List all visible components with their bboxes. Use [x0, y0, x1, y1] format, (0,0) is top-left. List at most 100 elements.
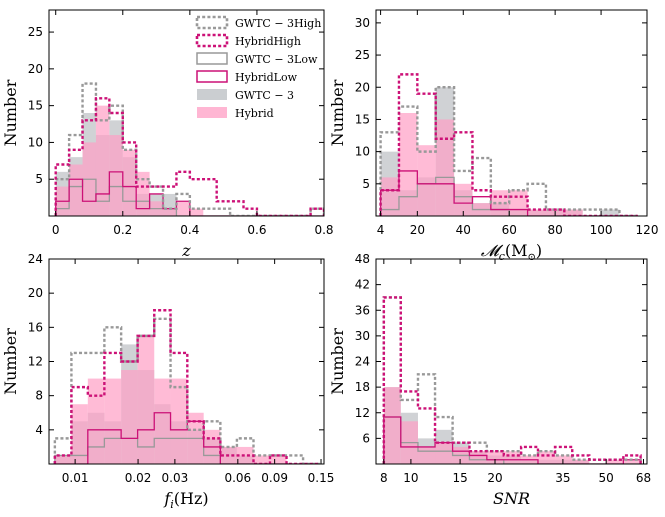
- x-tick-label: 100: [590, 223, 613, 237]
- y-tick-label: 12: [28, 355, 43, 369]
- x-tick-label: 0.4: [180, 223, 199, 237]
- y-axis-label: Number: [328, 79, 347, 146]
- legend-label-hybrid-high: HybridHigh: [235, 35, 301, 48]
- step-line-hybrid-high: [379, 73, 638, 216]
- panel-frequency: 0.01 0.02 0.03 0.06 0.09 0.15 4 8 12 16 20 24 Number…: [1, 252, 334, 511]
- bar-hybrid: [623, 459, 641, 464]
- legend-label-gwtc-high: GWTC − 3High: [235, 17, 321, 30]
- bar-hybrid: [555, 455, 573, 464]
- x-label-sub: c: [499, 250, 505, 263]
- y-tick-label: 10: [28, 135, 43, 149]
- bar-hybrid: [435, 119, 455, 216]
- x-label-main: SNR: [493, 489, 530, 508]
- x-tick-label: 0.8: [314, 223, 333, 237]
- y-tick-label: 24: [28, 252, 43, 266]
- legend: GWTC − 3High HybridHigh GWTC − 3Low Hybr…: [195, 15, 321, 120]
- legend-swatch-hybrid: [197, 107, 227, 118]
- y-tick-label: 15: [28, 99, 43, 113]
- series-hybrid-low: [55, 171, 324, 216]
- legend-entry-gwtc-low: GWTC − 3Low: [196, 52, 318, 66]
- x-label-main: 𝓜: [481, 241, 504, 260]
- step-line-gwtc-high: [54, 82, 324, 216]
- step-line-hybrid-low: [54, 412, 320, 464]
- y-tick-label: 18: [355, 380, 370, 394]
- x-axis-label: z: [181, 241, 191, 260]
- step-line-hybrid-high: [382, 296, 642, 464]
- legend-entry-gwtc-high: GWTC − 3High: [195, 15, 321, 30]
- y-tick-label: 20: [28, 62, 43, 76]
- series-hybrid-high: [382, 296, 642, 464]
- y-tick-label: 6: [362, 431, 370, 445]
- series-hybrid: [383, 387, 641, 464]
- y-tick-label: 4: [35, 423, 43, 437]
- x-axis-label: fi(Hz): [163, 489, 208, 511]
- x-tick-label: 0.02: [125, 471, 152, 485]
- x-tick-label: 120: [636, 223, 659, 237]
- y-tick-label: 16: [28, 320, 43, 334]
- y-axis-label: Number: [1, 328, 20, 395]
- plot-area: [379, 73, 638, 216]
- x-tick-label: 0.03: [162, 471, 189, 485]
- bar-hybrid: [383, 387, 401, 464]
- bar-hybrid: [189, 208, 204, 216]
- bar-hybrid: [564, 209, 583, 216]
- legend-entry-hybrid-low: HybridLow: [196, 70, 298, 84]
- x-tick-label: 8: [380, 471, 388, 485]
- bar-hybrid: [269, 455, 287, 464]
- x-tick-label: 50: [599, 471, 614, 485]
- x-axis-label: SNR: [493, 489, 530, 508]
- bar-hybrid: [137, 335, 155, 464]
- bar-gwtc: [601, 209, 620, 216]
- bar-hybrid: [435, 442, 453, 464]
- bar-hybrid: [509, 190, 528, 216]
- series-hybrid: [380, 113, 583, 216]
- x-axis-label: 𝓜c(M⊙): [481, 241, 542, 263]
- bar-hybrid: [95, 105, 110, 216]
- bar-hybrid: [486, 451, 504, 464]
- x-label-main: f: [163, 489, 173, 508]
- x-tick-label: 0.2: [113, 223, 132, 237]
- x-label-sun-symbol: ⊙: [528, 252, 536, 263]
- series-hybrid: [55, 105, 204, 216]
- panel-chirp-mass: 4 20 40 60 80 100 120 5 10 15 20 25 30 Number 𝓜c(M⊙): [328, 9, 659, 263]
- y-tick-label: 36: [355, 303, 370, 317]
- step-line-hybrid-low: [379, 170, 638, 216]
- y-tick-label: 8: [35, 389, 43, 403]
- legend-label-gwtc: GWTC − 3: [235, 89, 294, 102]
- bar-hybrid: [417, 145, 436, 216]
- step-line-hybrid-low: [55, 171, 324, 216]
- y-tick-label: 25: [355, 48, 370, 62]
- series-hybrid-low: [54, 412, 320, 464]
- bar-hybrid: [154, 378, 171, 464]
- x-tick-label: 0.6: [247, 223, 266, 237]
- x-label-main: z: [181, 241, 191, 260]
- step-line-gwtc-high: [382, 296, 642, 464]
- bar-hybrid: [69, 164, 83, 216]
- bar-hybrid: [176, 201, 190, 216]
- x-tick-label: 35: [555, 471, 570, 485]
- plot-area: [53, 309, 320, 464]
- bar-hybrid: [417, 446, 436, 464]
- x-label-close: ): [536, 241, 542, 260]
- y-tick-label: 24: [355, 355, 370, 369]
- x-tick-label: 80: [547, 223, 562, 237]
- panel-redshift: 0 0.2 0.4 0.6 0.8 5 10 15 20 25 Number z: [1, 9, 334, 260]
- x-tick-label: 20: [487, 471, 502, 485]
- x-tick-label: 0.15: [308, 471, 335, 485]
- bar-hybrid: [236, 446, 254, 464]
- legend-entry-hybrid-high: HybridHigh: [195, 33, 301, 48]
- y-tick-label: 25: [28, 25, 43, 39]
- x-tick-label: 4: [377, 223, 385, 237]
- step-line-gwtc-high: [379, 86, 638, 216]
- bar-hybrid: [122, 149, 137, 216]
- step-line-gwtc-high: [53, 317, 320, 464]
- bar-hybrid: [398, 113, 418, 216]
- y-tick-label: 12: [355, 406, 370, 420]
- legend-swatch-hybrid-high: [195, 33, 229, 48]
- legend-swatch-gwtc-high: [195, 15, 229, 30]
- y-tick-label: 20: [28, 286, 43, 300]
- bar-hybrid: [71, 404, 88, 464]
- bar-hybrid: [170, 378, 188, 464]
- x-tick-label: 0.06: [224, 471, 251, 485]
